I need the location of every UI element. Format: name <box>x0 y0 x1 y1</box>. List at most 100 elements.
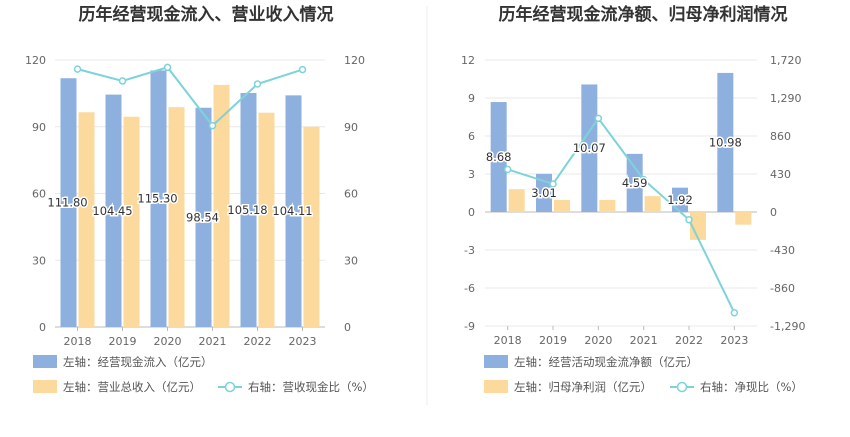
data-label: 1.92 <box>667 193 693 207</box>
legend-label: 右轴：净现比（%） <box>700 380 803 394</box>
left-axis-tick: 12 <box>461 54 475 67</box>
right-axis-tick: 1,720 <box>770 54 802 67</box>
ratio-point <box>253 80 262 88</box>
secondary-bar <box>599 199 616 212</box>
primary-bar <box>626 153 643 212</box>
left-axis-tick: 120 <box>25 54 46 67</box>
x-axis-label: 2019 <box>539 334 567 347</box>
primary-bar <box>60 78 77 328</box>
legend-label: 右轴：营收现金比（%） <box>248 380 374 394</box>
left-axis-tick: -3 <box>464 244 475 257</box>
ratio-point <box>685 215 693 224</box>
x-axis-label: 2022 <box>675 334 703 347</box>
net-cashflow-profit-chart: 历年经营现金流净额、归母净利润情况 -9 -1,290 -6 -860 -3 -430 0 0 3… <box>461 4 805 394</box>
secondary-bar <box>690 212 706 240</box>
left-axis-tick: 90 <box>32 121 46 134</box>
ratio-point <box>73 65 82 73</box>
ratio-point <box>118 77 127 85</box>
x-axis-label: 2020 <box>154 335 182 348</box>
ratio-point <box>298 65 307 74</box>
right-axis-tick: 90 <box>344 121 358 134</box>
left-axis-tick: -6 <box>464 282 475 295</box>
secondary-bar <box>554 199 570 212</box>
ratio-point <box>549 180 557 188</box>
secondary-bar <box>644 196 661 212</box>
legend-label: 左轴：营业总收入（亿元） <box>63 380 201 394</box>
ratio-point <box>730 308 739 317</box>
legend-swatch <box>484 355 508 368</box>
primary-bar <box>195 107 212 327</box>
ratio-point <box>208 121 217 130</box>
right-axis-tick: 30 <box>344 254 358 267</box>
primary-bar <box>717 72 734 212</box>
legend-line-marker <box>224 381 236 393</box>
data-label: 111.80 <box>47 196 87 210</box>
primary-bar <box>285 95 302 327</box>
x-axis-label: 2021 <box>630 334 658 347</box>
legend-label: 左轴：归母净利润（亿元） <box>514 380 652 394</box>
secondary-bar <box>258 112 275 327</box>
x-axis-label: 2020 <box>584 334 612 347</box>
data-label: 104.45 <box>92 204 132 218</box>
x-axis-label: 2023 <box>720 334 748 347</box>
left-axis-tick: 30 <box>32 254 46 267</box>
right-axis-tick: -1,290 <box>770 320 805 333</box>
data-label: 3.01 <box>531 186 557 200</box>
data-label: 8.68 <box>486 150 512 164</box>
primary-bar <box>105 94 122 327</box>
right-axis-tick: 430 <box>770 168 791 181</box>
secondary-bar <box>508 189 525 212</box>
left-axis-tick: 60 <box>32 188 46 201</box>
legend-swatch <box>33 355 57 368</box>
chart-title: 历年经营现金流入、营业收入情况 <box>79 4 334 25</box>
ratio-point <box>503 165 512 174</box>
left-axis-tick: -9 <box>464 320 475 333</box>
x-axis-label: 2019 <box>109 335 137 348</box>
secondary-bar <box>735 212 752 225</box>
secondary-bar <box>303 126 320 327</box>
right-axis-tick: -430 <box>770 244 795 257</box>
legend-label: 左轴：经营活动现金流净额（亿元） <box>514 355 698 369</box>
cash-inflow-revenue-chart: 历年经营现金流入、营业收入情况 0 0 30 30 60 60 90 90 120 120 2018 2… <box>25 4 374 394</box>
right-axis-tick: -860 <box>770 282 795 295</box>
left-axis-tick: 0 <box>468 206 475 219</box>
data-label: 115.30 <box>137 192 177 206</box>
secondary-bar <box>213 84 230 327</box>
legend-label: 左轴：经营现金流入（亿元） <box>63 355 213 369</box>
legend-swatch <box>484 380 508 393</box>
x-axis-label: 2018 <box>494 334 522 347</box>
ratio-point <box>639 175 648 184</box>
ratio-point <box>163 63 172 72</box>
ratio-point <box>594 114 603 123</box>
data-label: 4.59 <box>622 176 648 190</box>
data-label: 104.11 <box>272 204 312 218</box>
secondary-bar <box>168 107 185 327</box>
x-axis-label: 2023 <box>289 335 317 348</box>
right-axis-tick: 60 <box>344 188 358 201</box>
ratio-line <box>507 116 736 314</box>
data-label: 10.98 <box>709 135 742 149</box>
secondary-bar <box>123 116 140 327</box>
right-axis-tick: 1,290 <box>770 92 802 105</box>
ratio-line <box>77 66 303 128</box>
right-axis-tick: 860 <box>770 130 791 143</box>
x-axis-label: 2018 <box>64 335 92 348</box>
x-axis-label: 2021 <box>199 335 227 348</box>
secondary-bar <box>78 112 95 327</box>
left-axis-tick: 0 <box>39 321 46 334</box>
data-label: 10.07 <box>573 141 606 155</box>
primary-bar <box>240 92 257 327</box>
primary-bar <box>150 70 167 328</box>
left-axis-tick: 9 <box>468 92 475 105</box>
left-axis-tick: 3 <box>468 168 475 181</box>
left-axis-tick: 6 <box>468 130 475 143</box>
x-axis-label: 2022 <box>244 335 272 348</box>
data-label: 98.54 <box>186 210 219 224</box>
right-axis-tick: 0 <box>770 206 777 219</box>
primary-bar <box>581 84 598 212</box>
primary-bar <box>490 102 507 212</box>
right-axis-tick: 120 <box>344 54 365 67</box>
data-label: 105.18 <box>227 203 267 217</box>
legend-line-marker <box>676 381 688 393</box>
